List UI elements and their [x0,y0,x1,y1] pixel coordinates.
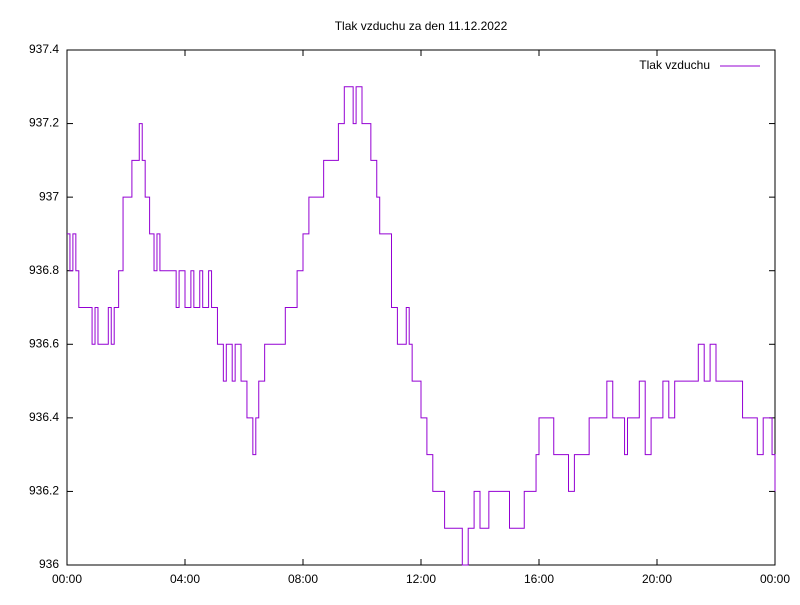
y-tick-label: 936.4 [29,410,59,424]
chart-title: Tlak vzduchu za den 11.12.2022 [335,19,508,33]
x-tick-label: 16:00 [524,572,554,586]
x-tick-label: 04:00 [170,572,200,586]
x-tick-label: 00:00 [52,572,82,586]
y-tick-label: 936.8 [29,263,59,277]
legend-label: Tlak vzduchu [639,58,710,72]
y-tick-label: 937 [39,189,59,203]
y-tick-label: 936.2 [29,484,59,498]
y-tick-label: 937.4 [29,42,59,56]
x-tick-label: 08:00 [288,572,318,586]
y-tick-label: 937.2 [29,116,59,130]
plot-frame [66,49,776,566]
x-tick-label: 20:00 [642,572,672,586]
y-tick-label: 936 [39,557,59,571]
x-tick-label: 12:00 [406,572,436,586]
data-line [67,86,776,566]
x-tick-label: 00:00 [760,572,790,586]
y-tick-label: 936.6 [29,336,59,350]
